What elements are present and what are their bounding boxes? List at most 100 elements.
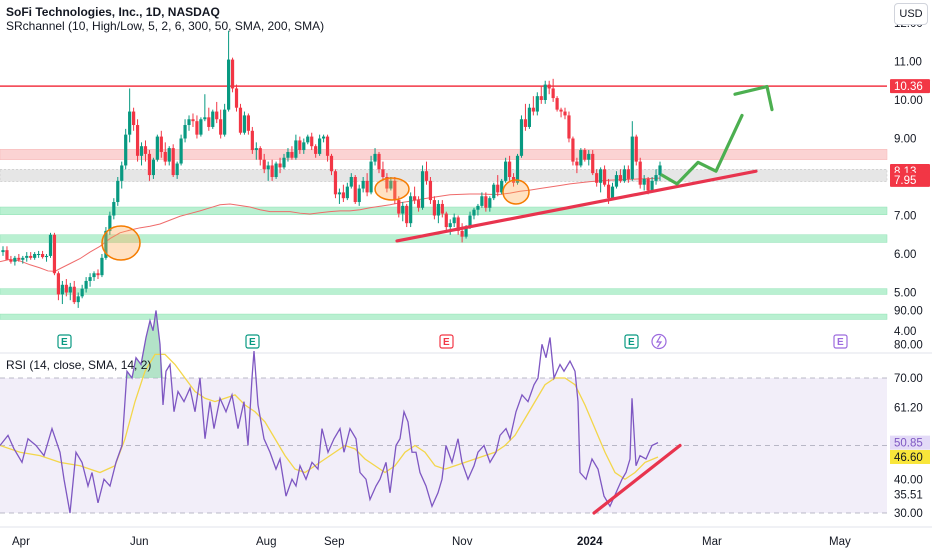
candle-body bbox=[211, 111, 215, 127]
rsi-sma-line bbox=[0, 353, 659, 481]
candle-body bbox=[618, 175, 623, 181]
rsi-value-label: 46.60 bbox=[894, 452, 923, 464]
earnings-label: E bbox=[61, 337, 68, 348]
candle-body bbox=[602, 169, 607, 185]
candle-body bbox=[167, 148, 171, 162]
candle-body bbox=[151, 159, 155, 176]
rsi-tick-label: 35.51 bbox=[894, 489, 923, 501]
candle-body bbox=[460, 230, 464, 237]
candle-body bbox=[282, 157, 286, 168]
earnings-icon bbox=[833, 334, 848, 349]
candle-body bbox=[492, 184, 496, 199]
candle-body bbox=[345, 186, 349, 199]
candle-body bbox=[179, 138, 183, 164]
candle-body bbox=[1, 250, 5, 253]
candle-body bbox=[298, 140, 302, 151]
candle-body bbox=[480, 196, 484, 206]
candle-body bbox=[175, 163, 179, 176]
candle-body bbox=[341, 192, 345, 199]
candle-body bbox=[92, 273, 96, 278]
candle-body bbox=[531, 107, 535, 112]
price-tick-label: 11.00 bbox=[894, 57, 922, 69]
trendline bbox=[395, 169, 758, 243]
time-axis-label: May bbox=[829, 536, 851, 548]
candle-body bbox=[128, 111, 132, 135]
candle-body bbox=[337, 192, 342, 195]
candle-body bbox=[135, 125, 140, 156]
candle-body bbox=[318, 138, 322, 154]
candle-body bbox=[310, 136, 314, 147]
candle-body bbox=[171, 148, 175, 176]
candle-body bbox=[17, 257, 21, 260]
candle-body bbox=[563, 111, 567, 116]
time-axis-label: Nov bbox=[452, 536, 473, 548]
rsi-divergence-line bbox=[592, 443, 682, 515]
time-axis-label: Aug bbox=[256, 536, 276, 548]
time-axis-label: Sep bbox=[324, 536, 344, 548]
candle-body bbox=[234, 88, 239, 108]
candle-body bbox=[428, 180, 433, 201]
candle-body bbox=[250, 130, 254, 151]
candle-body bbox=[377, 153, 381, 170]
candle-body bbox=[258, 148, 262, 160]
candle-body bbox=[361, 180, 365, 189]
currency-button[interactable]: USD bbox=[894, 3, 928, 25]
candle-body bbox=[373, 153, 377, 162]
candle-body bbox=[33, 254, 37, 258]
candle-body bbox=[5, 250, 9, 260]
rsi-label: RSI (14, close, SMA, 14, 2) bbox=[6, 358, 152, 372]
candle-body bbox=[496, 184, 500, 193]
candle-body bbox=[290, 151, 294, 158]
rsi-tick-label: 80.00 bbox=[894, 339, 923, 351]
candle-body bbox=[658, 165, 662, 176]
candle-body bbox=[575, 161, 579, 166]
candle-body bbox=[424, 171, 429, 181]
time-axis-label: Mar bbox=[702, 536, 722, 548]
candle-body bbox=[638, 161, 642, 185]
candle-body bbox=[555, 98, 559, 110]
price-tick-label: 9.00 bbox=[894, 134, 916, 146]
candle-body bbox=[599, 169, 603, 183]
candle-body bbox=[535, 96, 539, 112]
candle-body bbox=[610, 186, 615, 199]
earnings-label: E bbox=[628, 337, 635, 348]
candle-body bbox=[120, 165, 124, 181]
candle-body bbox=[108, 215, 112, 231]
rsi-tick-label: 40.00 bbox=[894, 474, 923, 486]
candle-body bbox=[226, 59, 231, 110]
candle-body bbox=[112, 202, 116, 216]
candle-body bbox=[551, 88, 555, 99]
candle-body bbox=[401, 205, 405, 214]
candle-body bbox=[203, 117, 207, 120]
candle-body bbox=[124, 134, 128, 166]
candle-body bbox=[195, 121, 199, 135]
candle-body bbox=[207, 117, 211, 127]
earnings-icon bbox=[624, 334, 639, 349]
candle-body bbox=[40, 254, 45, 258]
candle-body bbox=[504, 161, 508, 181]
lightning-glyph bbox=[655, 335, 663, 348]
earnings-label: E bbox=[837, 337, 844, 348]
candle-body bbox=[230, 59, 235, 89]
candle-body bbox=[630, 136, 634, 179]
candle-body bbox=[642, 178, 646, 185]
rsi-value-box bbox=[890, 435, 930, 450]
candle-body bbox=[84, 280, 88, 289]
price-tick-label: 4.00 bbox=[894, 326, 916, 338]
price-tick-label: 6.00 bbox=[894, 249, 916, 261]
candle-body bbox=[139, 146, 144, 156]
candle-body bbox=[116, 180, 120, 203]
price-label-box bbox=[890, 79, 930, 94]
candle-body bbox=[527, 107, 531, 127]
candle-body bbox=[440, 203, 444, 214]
earnings-icon bbox=[439, 334, 454, 349]
candle-body bbox=[147, 153, 152, 176]
candle-body bbox=[523, 119, 528, 127]
candle-body bbox=[262, 159, 266, 170]
candle-body bbox=[476, 205, 480, 210]
rsi-tick-label: 61.20 bbox=[894, 403, 923, 415]
candle-body bbox=[583, 150, 587, 160]
earnings-label: E bbox=[249, 337, 256, 348]
candle-body bbox=[215, 111, 219, 120]
